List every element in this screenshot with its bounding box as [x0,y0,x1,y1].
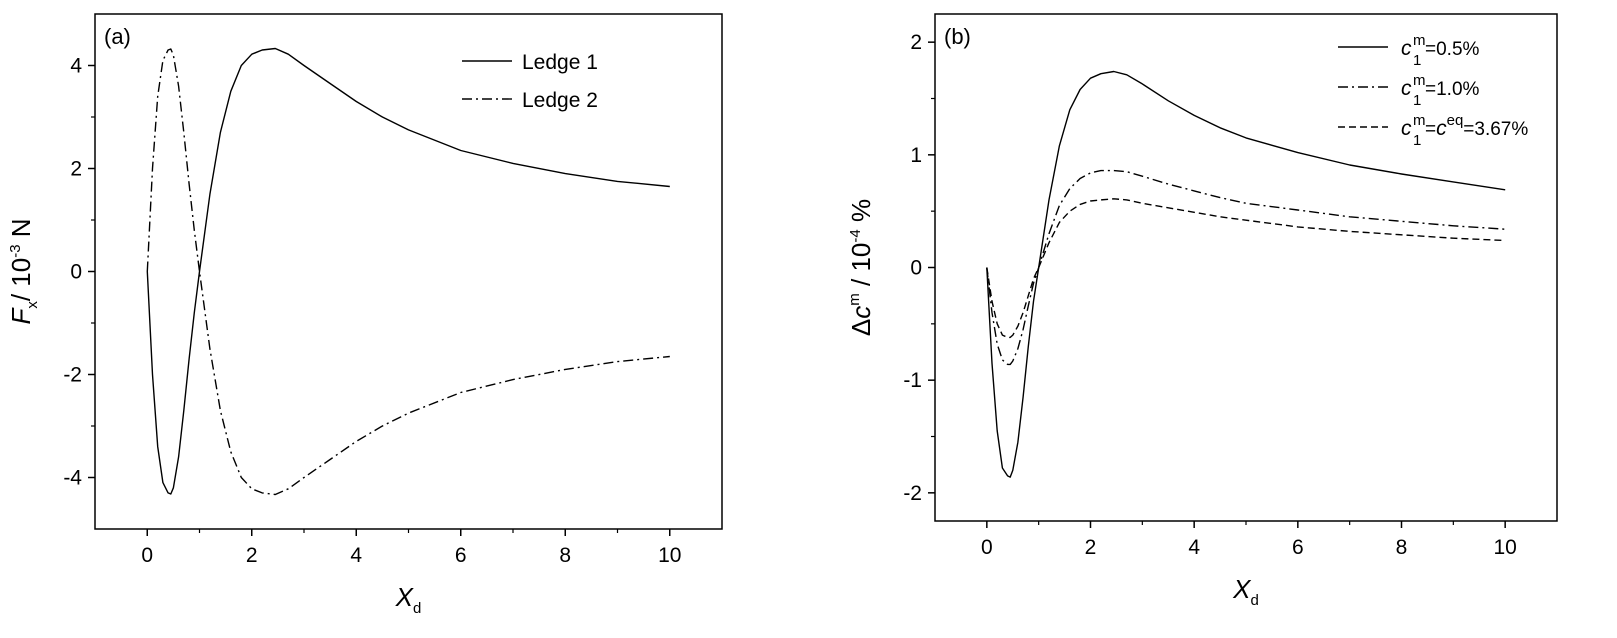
y-tick-label: 2 [70,158,82,181]
y-axis-symbol: c [846,306,876,319]
legend: Ledge 1 Ledge 2 [462,51,598,112]
legend: c m 1=0.5%c m 1=1.0%c m 1=ceq=3.67% [1338,32,1528,149]
x-tick-label: 6 [455,544,467,567]
legend-superscript: m [1413,72,1426,89]
legend-rest: =1.0% [1425,79,1480,100]
x-axis-subscript: d [413,600,421,617]
x-tick-label: 2 [246,544,258,567]
legend-superscript: eq [1447,112,1464,129]
y-tick-label: 2 [910,31,922,54]
legend-subscript: 1 [1413,132,1421,149]
plot-frame [94,13,723,530]
series-line [986,70,1506,478]
x-tick-label: 2 [1085,536,1097,559]
x-tick-label: 0 [141,544,153,567]
legend-subscript: 1 [1413,52,1421,69]
legend-label: c m 1=0.5% [1401,32,1480,69]
x-axis-title: Xd [395,582,422,617]
series-line [986,198,1506,339]
y-axis-unit-exponent: -4 [847,229,864,242]
y-tick-label: -2 [903,482,922,505]
y-axis-title: Fx/ 10-3 N [6,218,41,324]
y-axis-unit-prefix: / 10 [846,243,876,294]
y-tick-label: -2 [63,364,82,387]
x-tick-label: 0 [981,536,993,559]
legend-label: c m 1=1.0% [1401,72,1480,109]
x-tick-label: 6 [1292,536,1304,559]
x-tick-label: 10 [658,544,681,567]
y-tick-label: 1 [910,144,922,167]
y-axis-subscript: x [24,301,41,309]
y-axis-unit-exponent: -3 [7,244,24,257]
legend-tail: =3.67% [1463,119,1528,140]
x-tick-label: 8 [1396,536,1408,559]
legend-superscript: m [1413,32,1426,49]
legend-superscript: m [1413,112,1426,129]
legend-label: Ledge 1 [522,51,598,74]
series-group [986,70,1506,478]
y-axis-title: Δcm / 10-4 % [846,199,876,336]
chart-panel-a: 0 2 4 6 8 10 -4 -2 0 2 4 (a) Ledge 1 Ledge 2 Xd Fx/… [6,13,723,617]
legend-symbol: c [1401,77,1412,100]
x-axis-symbol: X [395,582,415,612]
y-axis-prefix: Δ [846,319,876,336]
y-axis-superscript: m [846,293,863,306]
y-axis-symbol: F [6,307,36,325]
legend-rest: = [1425,119,1436,140]
legend-label: c m 1=ceq=3.67% [1401,112,1528,149]
y-tick-label: 0 [910,257,922,280]
legend-symbol: c [1401,37,1412,60]
y-axis-unit-suffix: % [846,199,876,229]
panel-label: (a) [104,24,131,49]
series-line [986,169,1506,366]
tick-group: 0 2 4 6 8 10 -4 -2 0 2 4 [63,55,681,568]
legend-symbol: c [1401,117,1412,140]
legend-symbol: c [1436,117,1447,140]
y-tick-label: -4 [63,467,82,490]
tick-group: 0 2 4 6 8 10 -2 -1 0 1 2 [903,31,1517,559]
series-line [146,47,670,495]
y-axis-unit-suffix: N [6,218,36,244]
y-tick-label: 0 [70,261,82,284]
x-tick-label: 4 [350,544,362,567]
x-tick-label: 10 [1493,536,1516,559]
y-tick-label: -1 [903,369,922,392]
y-tick-label: 4 [70,55,82,78]
legend-label: Ledge 2 [522,89,598,112]
x-axis-subscript: d [1251,592,1259,609]
legend-subscript: 1 [1413,92,1421,109]
x-axis-symbol: X [1232,574,1252,604]
series-group [146,47,670,496]
x-tick-label: 4 [1188,536,1200,559]
legend-rest: =0.5% [1425,39,1480,60]
y-axis-unit-prefix: / 10 [6,258,36,301]
panel-label: (b) [944,24,971,49]
x-axis-title: Xd [1232,574,1259,609]
series-line [146,48,670,496]
x-tick-label: 8 [559,544,571,567]
